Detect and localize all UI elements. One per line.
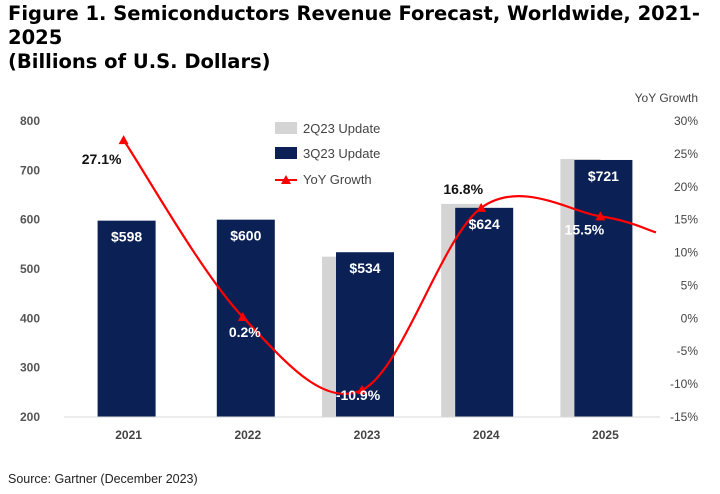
legend-swatch-3q23 bbox=[275, 147, 297, 159]
right-axis-tick-label: -5% bbox=[677, 344, 699, 358]
right-axis-tick-label: 30% bbox=[674, 114, 698, 128]
yoy-growth-marker bbox=[118, 135, 129, 145]
bar-3q23 bbox=[455, 207, 514, 417]
right-axis-tick-label: -10% bbox=[670, 377, 698, 391]
x-axis-tick-label: 2021 bbox=[115, 428, 142, 442]
right-axis-ticks: -15% -10% -5% 0% 5% 10% 15% 20% 25% 30% bbox=[670, 114, 698, 424]
legend-label-yoy: YoY Growth bbox=[303, 172, 372, 187]
legend: 2Q23 Update 3Q23 Update YoY Growth bbox=[275, 121, 380, 187]
left-axis-tick-label: 500 bbox=[20, 262, 40, 276]
left-axis-tick-label: 700 bbox=[20, 163, 40, 177]
x-axis-tick-label: 2023 bbox=[354, 428, 381, 442]
chart-title-line-2: (Billions of U.S. Dollars) bbox=[8, 50, 271, 73]
x-axis-ticks: 2021 2022 2023 2024 2025 bbox=[115, 428, 619, 442]
yoy-value-label: 0.2% bbox=[229, 324, 261, 340]
bar-value-label: $721 bbox=[588, 168, 619, 184]
right-axis-tick-label: -15% bbox=[670, 410, 698, 424]
chart-title-line-1: Figure 1. Semiconductors Revenue Forecas… bbox=[8, 2, 700, 49]
legend-label-2q23: 2Q23 Update bbox=[303, 121, 380, 136]
right-axis-title: YoY Growth bbox=[635, 91, 698, 105]
yoy-value-label: 15.5% bbox=[565, 221, 605, 237]
bar-3q23 bbox=[97, 220, 156, 417]
source-note: Source: Gartner (December 2023) bbox=[8, 472, 198, 486]
bar-value-label: $534 bbox=[349, 260, 380, 276]
right-axis-tick-label: 20% bbox=[674, 180, 698, 194]
bar-value-label: $600 bbox=[230, 228, 261, 244]
yoy-growth-marker bbox=[595, 211, 606, 221]
right-axis-tick-label: 0% bbox=[681, 311, 699, 325]
left-axis-ticks: 200 300 400 500 600 700 800 bbox=[20, 114, 40, 424]
yoy-growth-marker bbox=[357, 385, 367, 395]
left-axis-tick-label: 800 bbox=[20, 114, 40, 128]
data-labels: $598 $600 $534 $624 $721 27.1% 0.2% -10.9% 16.8%… bbox=[82, 151, 619, 403]
chart-title: Figure 1. Semiconductors Revenue Forecas… bbox=[8, 2, 714, 74]
x-axis-tick-label: 2024 bbox=[473, 428, 500, 442]
x-axis-tick-label: 2022 bbox=[234, 428, 261, 442]
x-axis-tick-label: 2025 bbox=[592, 428, 619, 442]
left-axis-tick-label: 300 bbox=[20, 361, 40, 375]
yoy-growth-marker bbox=[237, 312, 248, 322]
yoy-growth-marker bbox=[476, 202, 487, 212]
right-axis-tick-label: 15% bbox=[674, 213, 698, 227]
yoy-growth-curve bbox=[122, 139, 657, 395]
bar-value-label: $598 bbox=[111, 229, 142, 245]
bar-value-label: $624 bbox=[469, 216, 500, 232]
right-axis-tick-label: 10% bbox=[674, 246, 698, 260]
yoy-value-label: 27.1% bbox=[82, 151, 122, 167]
right-axis-tick-label: 5% bbox=[681, 278, 699, 292]
bar-3q23 bbox=[574, 159, 633, 417]
left-axis-tick-label: 600 bbox=[20, 213, 40, 227]
left-axis-tick-label: 400 bbox=[20, 311, 40, 325]
right-axis-tick-label: 25% bbox=[674, 147, 698, 161]
yoy-value-label: 16.8% bbox=[443, 181, 483, 197]
series-3q23-bars bbox=[97, 159, 633, 417]
left-axis-tick-label: 200 bbox=[20, 410, 40, 424]
legend-label-3q23: 3Q23 Update bbox=[303, 146, 380, 161]
yoy-growth-line bbox=[118, 135, 657, 395]
legend-marker-yoy bbox=[281, 175, 291, 184]
legend-swatch-2q23 bbox=[275, 122, 297, 134]
yoy-value-label: -10.9% bbox=[336, 387, 381, 403]
